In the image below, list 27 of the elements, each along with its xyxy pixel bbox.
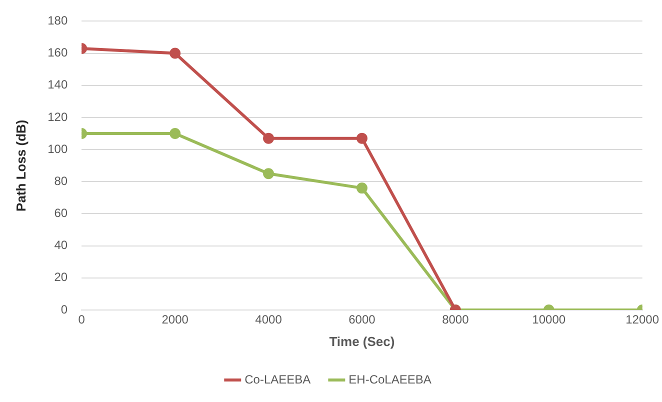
point: [170, 48, 181, 59]
point: [263, 168, 274, 180]
point: [170, 128, 181, 140]
y-tick-label: 60: [54, 206, 68, 220]
y-tick-label: 0: [60, 302, 68, 316]
legend-label: EH-CoLAEEBA: [348, 372, 432, 386]
x-tick-label: 0: [78, 312, 86, 327]
point: [356, 132, 368, 144]
y-tick-label: 140: [48, 78, 68, 92]
x-tick-label: 8000: [442, 312, 470, 327]
y-axis-title: Path Loss (dB): [13, 120, 28, 212]
x-tick-label: 12000: [626, 312, 660, 327]
point: [263, 132, 274, 144]
y-tick-label: 20: [54, 270, 68, 284]
x-tick-label: 4000: [255, 312, 282, 327]
x-tick-label: 6000: [348, 312, 376, 327]
y-tick-label: 80: [54, 174, 68, 188]
y-tick-label: 100: [48, 142, 68, 156]
x-tick-label: 2000: [162, 312, 189, 327]
x-axis-title: Time (Sec): [329, 334, 395, 349]
x-tick-label: 10000: [532, 312, 566, 327]
legend-label: Co-LAEEBA: [244, 372, 311, 386]
y-tick-label: 180: [48, 14, 68, 28]
point: [356, 182, 368, 194]
y-tick-label: 40: [54, 238, 68, 252]
y-tick-label: 160: [48, 46, 68, 60]
y-tick-label: 120: [48, 110, 68, 124]
